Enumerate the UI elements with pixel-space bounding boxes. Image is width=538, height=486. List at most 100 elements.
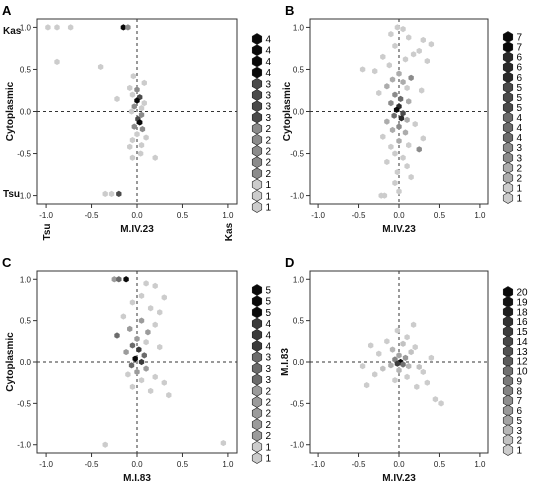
data-point [428,41,435,48]
data-point [397,95,404,102]
legend-count-label: 5 [266,286,272,297]
x-tick-label: -1.0 [311,460,325,469]
legend-count-label: 5 [266,308,272,319]
data-point [45,24,51,31]
y-tick-label: 0.0 [293,358,305,367]
data-point [412,121,418,128]
data-point [380,53,386,60]
data-point [157,344,163,351]
data-point [412,344,418,351]
data-point [372,371,378,378]
data-point [129,136,136,144]
legend-count-label: 4 [517,123,523,134]
data-point [129,91,136,98]
data-point [161,294,167,301]
data-point [388,31,394,38]
data-point [138,377,145,384]
y-tick-label: 0.5 [20,65,32,74]
data-point [152,282,158,289]
data-point [416,363,422,371]
legend-hex [251,111,263,124]
panel-b: B -1.0 -0.5 0.0 0.5 1.0 -1.0 -0.5 0.0 0.5 1.0 M.IV.… [282,3,523,235]
data-point [398,115,405,122]
x-axis-label: M.IV.23 [382,224,416,235]
x-tick-label: -0.5 [352,211,366,220]
data-point [54,24,60,31]
data-point [359,66,366,73]
legend-hex [251,284,263,296]
data-point [408,348,414,356]
data-point [132,355,138,362]
y-tick-label: 1.0 [293,23,305,32]
legend-count-label: 2 [266,386,272,397]
data-point [139,126,146,133]
legend-count-label: 5 [517,416,523,427]
data-point [102,441,108,448]
legend-count-label: 2 [266,158,272,169]
data-point [152,321,158,328]
data-point [147,387,154,395]
legend-count-label: 18 [517,307,529,318]
legend-hex [251,407,263,420]
legend-hex [502,81,514,94]
legend-hex [251,440,263,453]
data-point [384,158,390,166]
legend-count-label: 6 [517,53,523,64]
data-point [134,335,140,342]
legend-hex [251,55,263,68]
legend-count-label: 3 [266,375,272,386]
legend-hex [502,91,514,104]
data-point [394,168,401,176]
corner-label-top: Kas [3,26,22,37]
data-point [410,321,417,328]
legend-count-label: 3 [266,91,272,102]
data-point [416,47,422,55]
data-point [392,42,398,50]
data-point [147,305,154,312]
x-tick-label: -1.0 [311,211,325,220]
data-point [141,352,147,359]
data-point [388,143,394,150]
data-point [424,379,430,386]
legend-count-label: 4 [517,113,523,124]
data-point [97,63,104,71]
legend-count-label: 1 [266,180,272,191]
y-axis-label: Cytoplasmic [282,81,293,141]
data-point [396,352,402,359]
data-point [400,78,406,86]
legend-count-label: 14 [517,337,529,348]
legend-count-label: 3 [517,143,523,154]
data-point [396,137,402,145]
data-point [359,363,366,370]
legend-count-label: 7 [517,43,523,54]
data-point [406,363,412,370]
x-tick-label: 0.5 [177,211,189,220]
y-tick-label: 0.5 [20,317,32,326]
legend-hex [251,201,263,213]
legend-count-label: 6 [517,406,523,417]
data-point [138,105,145,112]
y-axis-label: Cytoplasmic [5,332,16,392]
data-point [406,98,412,105]
legend-hex [502,286,514,298]
data-point [145,329,151,336]
legend-count-label: 4 [266,57,272,68]
data-point [127,325,133,333]
legend-hex [502,31,514,43]
data-point [416,146,422,153]
data-point [134,97,140,104]
legend-count-label: 15 [517,327,529,338]
legend-hex [251,100,263,113]
data-point [368,342,374,349]
legend-count-label: 1 [266,454,272,465]
data-point [128,108,135,115]
legend-hex [251,122,263,135]
legend-count-label: 2 [266,398,272,409]
data-point [143,280,149,287]
legend-count-label: 5 [517,93,523,104]
data-point [428,354,435,361]
legend-hex [502,375,514,387]
data-point [131,123,137,130]
legend-hex [502,296,514,308]
